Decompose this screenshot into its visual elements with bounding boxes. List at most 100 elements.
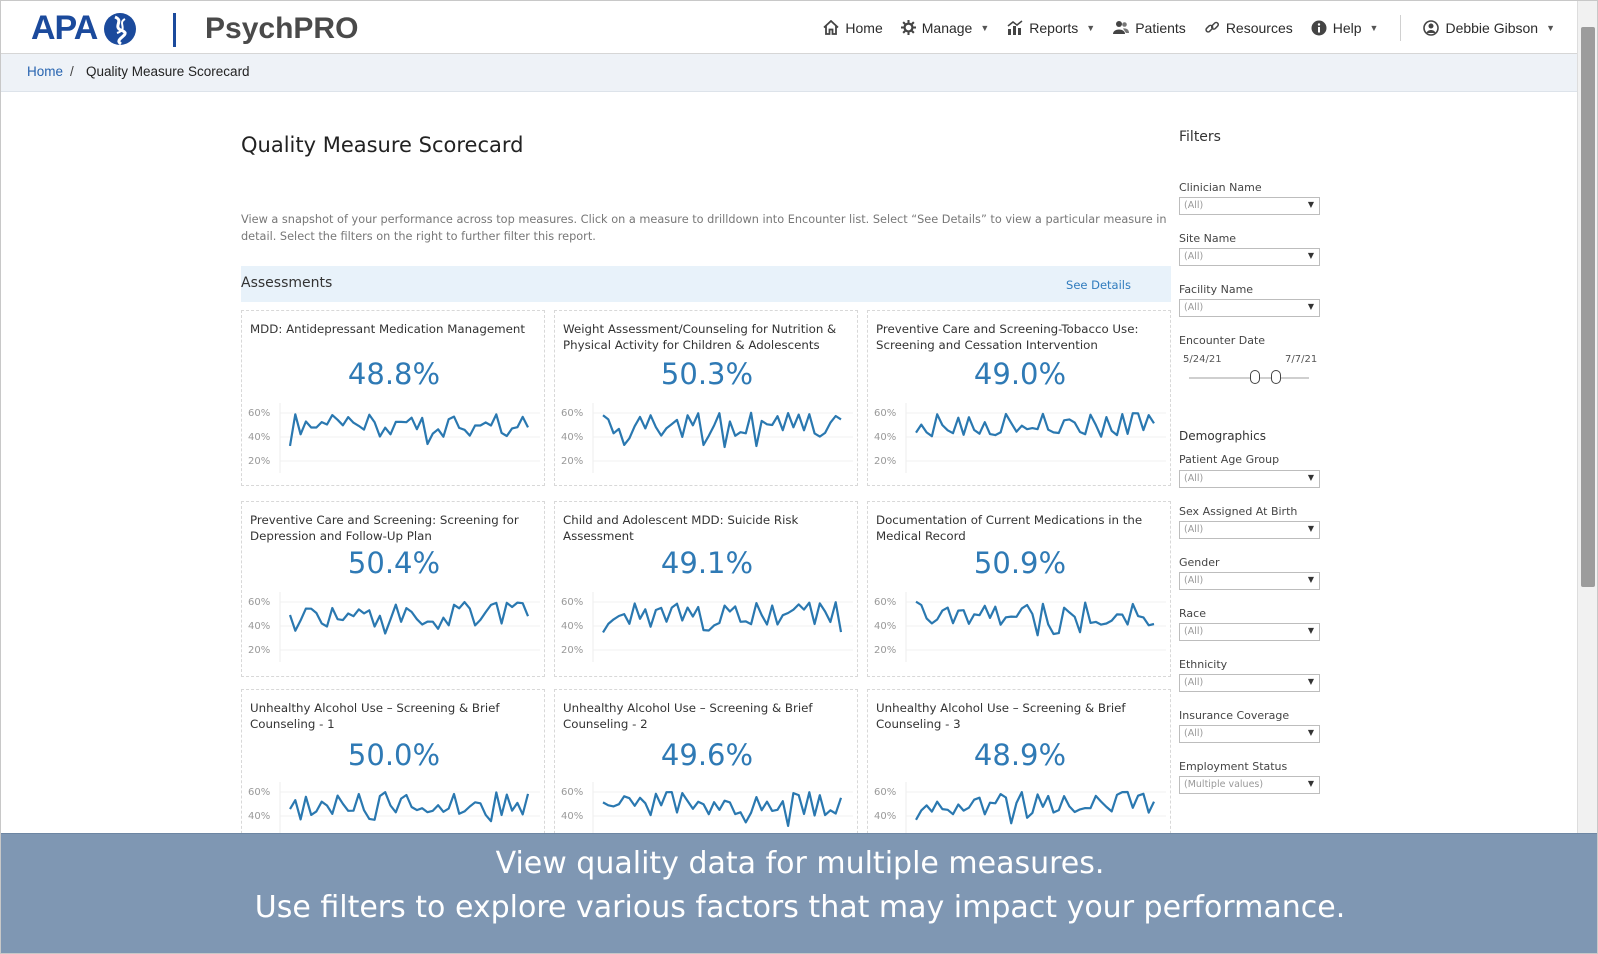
employment-status-select[interactable]: (Multiple values) ▼	[1179, 776, 1320, 794]
apa-logo[interactable]: APA	[31, 9, 137, 48]
measure-title: Unhealthy Alcohol Use – Screening & Brie…	[563, 701, 813, 731]
nav-help-label: Help	[1332, 19, 1362, 36]
ethnicity-select[interactable]: (All) ▼	[1179, 674, 1320, 692]
ethnicity-label: Ethnicity	[1179, 658, 1228, 671]
measure-sparkline[interactable]: 60% 40% 20%	[868, 399, 1172, 473]
nav-manage[interactable]: Manage ▼	[900, 20, 990, 36]
page-scrollbar[interactable]	[1577, 1, 1597, 833]
trend-line[interactable]	[602, 411, 842, 449]
brand-name[interactable]: PsychPRO	[205, 12, 359, 45]
age-group-value: (All)	[1184, 473, 1204, 484]
scrollbar-thumb[interactable]	[1581, 27, 1595, 587]
measure-tile[interactable]: Documentation of Current Medications in …	[867, 501, 1171, 677]
encounter-date-end: 7/7/21	[1285, 354, 1318, 365]
section-header: Assessments See Details	[241, 266, 1171, 302]
section-title: Assessments	[241, 275, 333, 291]
gear-icon	[900, 20, 916, 35]
measure-value: 48.8%	[347, 357, 441, 391]
gender-label: Gender	[1179, 556, 1220, 569]
measure-tile[interactable]: Unhealthy Alcohol Use – Screening & Brie…	[554, 689, 858, 852]
chevron-down-icon: ▼	[1307, 626, 1314, 635]
measure-sparkline[interactable]: 60% 40% 20%	[555, 588, 859, 662]
y-axis-tick: 40%	[874, 621, 896, 632]
sex-at-birth-select[interactable]: (All) ▼	[1179, 521, 1320, 539]
measure-sparkline[interactable]: 60% 40% 20%	[555, 399, 859, 473]
chevron-down-icon: ▼	[980, 22, 990, 33]
trend-line[interactable]	[288, 601, 530, 635]
y-axis-tick: 40%	[561, 621, 583, 632]
employment-status-value: (Multiple values)	[1184, 779, 1264, 790]
nav-home[interactable]: Home	[823, 19, 883, 36]
chevron-down-icon: ▼	[1307, 302, 1314, 311]
measure-value: 48.9%	[973, 738, 1067, 772]
users-icon	[1113, 21, 1130, 34]
chevron-down-icon: ▼	[1307, 575, 1314, 584]
info-icon	[1311, 20, 1327, 35]
trend-line[interactable]	[915, 412, 1155, 438]
race-label: Race	[1179, 607, 1206, 620]
page-description: View a snapshot of your performance acro…	[241, 213, 1167, 243]
y-axis-tick: 20%	[248, 645, 270, 656]
main-nav: Home Manage ▼ Reports ▼ Patients Resourc…	[805, 1, 1555, 54]
y-axis-tick: 20%	[561, 456, 583, 467]
measure-tile[interactable]: Preventive Care and Screening: Screening…	[241, 501, 545, 677]
trend-line[interactable]	[602, 791, 843, 828]
see-details-link[interactable]: See Details	[1066, 278, 1131, 292]
y-axis-tick: 60%	[561, 787, 583, 798]
user-icon	[1423, 19, 1440, 36]
measure-tile[interactable]: MDD: Antidepressant Medication Managemen…	[241, 310, 545, 486]
measure-tile[interactable]: Weight Assessment/Counseling for Nutriti…	[554, 310, 858, 486]
user-menu[interactable]: Debbie Gibson ▼	[1423, 20, 1555, 36]
race-select[interactable]: (All) ▼	[1179, 623, 1320, 641]
age-group-select[interactable]: (All) ▼	[1179, 470, 1320, 488]
link-icon	[1205, 21, 1219, 33]
sex-at-birth-label: Sex Assigned At Birth	[1179, 505, 1298, 518]
nav-home-label: Home	[845, 19, 883, 36]
measure-title: Documentation of Current Medications in …	[876, 513, 1143, 543]
site-name-select[interactable]: (All) ▼	[1179, 248, 1320, 266]
employment-status-label: Employment Status	[1179, 760, 1288, 773]
trend-line[interactable]	[915, 600, 1155, 637]
race-value: (All)	[1184, 626, 1204, 637]
nav-patients-label: Patients	[1135, 19, 1186, 36]
demographics-title: Demographics	[1179, 429, 1266, 443]
trend-line[interactable]	[915, 790, 1155, 825]
facility-name-select[interactable]: (All) ▼	[1179, 299, 1320, 317]
nav-resources[interactable]: Resources	[1204, 20, 1293, 36]
measure-value: 49.1%	[660, 546, 754, 580]
chevron-down-icon: ▼	[1369, 22, 1379, 33]
measure-tile[interactable]: Preventive Care and Screening-Tobacco Us…	[867, 310, 1171, 486]
breadcrumb-home-link[interactable]: Home	[27, 64, 64, 79]
measure-sparkline[interactable]: 60% 40% 20%	[242, 399, 546, 473]
trend-line[interactable]	[288, 413, 529, 447]
caption-banner: View quality data for multiple measures.…	[1, 833, 1597, 953]
gender-value: (All)	[1184, 575, 1204, 586]
measure-sparkline[interactable]: 60% 40% 20%	[868, 588, 1172, 662]
ethnicity-value: (All)	[1184, 677, 1204, 688]
measure-tile[interactable]: Child and Adolescent MDD: Suicide Risk A…	[554, 501, 858, 677]
nav-reports[interactable]: Reports ▼	[1007, 20, 1095, 36]
measure-title: Child and Adolescent MDD: Suicide Risk A…	[563, 513, 799, 543]
encounter-date-label: Encounter Date	[1179, 334, 1266, 347]
apa-emblem-icon	[104, 12, 137, 45]
trend-line[interactable]	[602, 601, 843, 633]
encounter-date-slider[interactable]	[1189, 377, 1309, 379]
gender-select[interactable]: (All) ▼	[1179, 572, 1320, 590]
apa-logo-text: APA	[31, 9, 98, 47]
date-slider-end-handle[interactable]	[1271, 370, 1281, 384]
measure-sparkline[interactable]: 60% 40%	[868, 778, 1172, 852]
y-axis-tick: 40%	[874, 432, 896, 443]
clinician-name-select[interactable]: (All) ▼	[1179, 197, 1320, 215]
insurance-coverage-select[interactable]: (All) ▼	[1179, 725, 1320, 743]
nav-patients[interactable]: Patients	[1113, 20, 1186, 36]
y-axis-tick: 60%	[248, 787, 270, 798]
measure-tile[interactable]: Unhealthy Alcohol Use – Screening & Brie…	[241, 689, 545, 852]
nav-help[interactable]: Help ▼	[1311, 19, 1379, 36]
measure-value: 49.6%	[660, 738, 754, 772]
trend-line[interactable]	[289, 791, 530, 823]
date-slider-start-handle[interactable]	[1250, 370, 1260, 384]
measure-sparkline[interactable]: 60% 40% 20%	[242, 588, 546, 662]
measure-tile[interactable]: Unhealthy Alcohol Use – Screening & Brie…	[867, 689, 1171, 852]
chevron-down-icon: ▼	[1307, 473, 1314, 482]
